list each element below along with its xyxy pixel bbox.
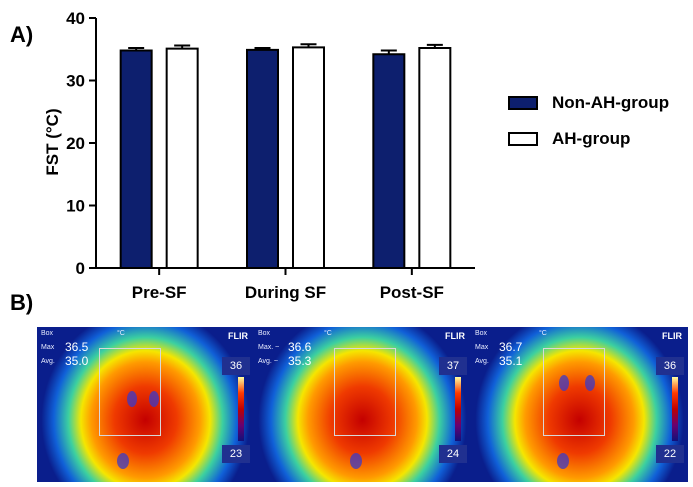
max-label: Max xyxy=(475,344,489,351)
max-value: 36.5 xyxy=(65,340,89,354)
scale-min: 24 xyxy=(439,445,467,463)
cold-spot xyxy=(127,391,137,407)
unit-label: °C xyxy=(117,330,125,337)
cold-spot xyxy=(117,453,129,469)
scale-max: 36 xyxy=(656,357,684,375)
box-label: Box xyxy=(41,330,54,337)
box-label: Box xyxy=(258,330,271,337)
y-tick-label: 10 xyxy=(66,197,85,216)
bar-ah-group xyxy=(165,47,199,269)
x-tick-label: Post-SF xyxy=(380,283,444,302)
legend-item-ah: AH-group xyxy=(508,125,669,153)
flir-logo: FLIR xyxy=(228,331,248,341)
avg-label: Avg. xyxy=(41,358,55,365)
bar-chart: 0 10 20 30 40 Pre-SF During SF Post-SF FST (°C… xyxy=(43,9,475,302)
y-tick-label: 0 xyxy=(76,259,85,278)
thermal-image-during-sf: Box °C Max. ~ 36.6 Avg. ~ 35.3 FLIR 37 2… xyxy=(254,327,471,482)
legend-item-non-ah: Non-AH-group xyxy=(508,89,669,117)
x-tick-label: Pre-SF xyxy=(132,283,187,302)
thermal-images: Box °C Max 36.5 Avg. 35.0 FLIR 36 23 Box… xyxy=(37,327,688,482)
legend-label-ah: AH-group xyxy=(552,129,631,148)
bars xyxy=(119,43,452,269)
cold-spot xyxy=(559,375,569,391)
avg-label: Avg. xyxy=(475,358,489,365)
scale-min: 22 xyxy=(656,445,684,463)
bar-ah-group xyxy=(292,46,325,269)
scale-max: 36 xyxy=(222,357,250,375)
scale-max: 37 xyxy=(439,357,467,375)
color-scale-bar xyxy=(672,377,678,441)
bar-non-ah-group xyxy=(246,48,279,269)
y-axis: 0 10 20 30 40 xyxy=(66,9,97,278)
unit-label: °C xyxy=(324,330,332,337)
cold-spot xyxy=(149,391,159,407)
box-label: Box xyxy=(475,330,488,337)
measurement-box xyxy=(543,348,605,436)
panel-b-label: B) xyxy=(10,290,34,315)
avg-value: 35.0 xyxy=(65,354,89,368)
color-scale-bar xyxy=(455,377,461,441)
cold-spot xyxy=(585,375,595,391)
scale-min: 23 xyxy=(222,445,250,463)
thermal-image-post-sf: Box °C Max 36.7 Avg. 35.1 FLIR 36 22 xyxy=(471,327,688,482)
y-tick-label: 30 xyxy=(66,72,85,91)
avg-value: 35.1 xyxy=(499,354,523,368)
x-axis: Pre-SF During SF Post-SF xyxy=(96,267,475,302)
legend: Non-AH-group AH-group xyxy=(508,89,669,161)
bar-non-ah-group xyxy=(372,53,406,269)
thermal-image-pre-sf: Box °C Max 36.5 Avg. 35.0 FLIR 36 23 xyxy=(37,327,254,482)
y-tick-label: 40 xyxy=(66,9,85,28)
bar-ah-group xyxy=(418,47,452,269)
cold-spot xyxy=(557,453,569,469)
max-label: Max xyxy=(41,344,55,351)
color-scale-bar xyxy=(238,377,244,441)
legend-label-non-ah: Non-AH-group xyxy=(552,93,670,112)
measurement-box xyxy=(99,348,161,436)
flir-logo: FLIR xyxy=(662,331,682,341)
legend-swatch-non-ah xyxy=(508,96,538,110)
unit-label: °C xyxy=(539,330,547,337)
measurement-box xyxy=(334,348,396,436)
avg-value: 35.3 xyxy=(288,354,312,368)
cold-spot xyxy=(350,453,362,469)
panel-a-label: A) xyxy=(10,22,34,47)
bar-non-ah-group xyxy=(119,49,153,269)
max-value: 36.6 xyxy=(288,340,312,354)
flir-logo: FLIR xyxy=(445,331,465,341)
y-axis-label: FST (°C) xyxy=(43,108,62,175)
avg-label: Avg. ~ xyxy=(258,358,278,365)
max-label: Max. ~ xyxy=(258,344,280,351)
max-value: 36.7 xyxy=(499,340,523,354)
legend-swatch-ah xyxy=(508,132,538,146)
y-tick-label: 20 xyxy=(66,134,85,153)
x-tick-label: During SF xyxy=(245,283,326,302)
